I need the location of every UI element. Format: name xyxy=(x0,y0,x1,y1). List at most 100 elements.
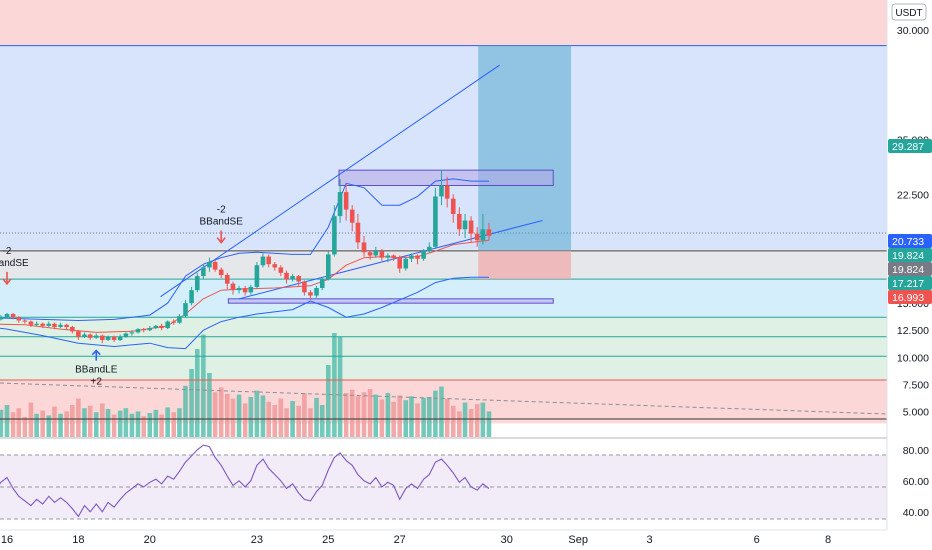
time-tick-label: 8 xyxy=(825,534,831,546)
candle-body xyxy=(468,220,474,234)
price-tick-label: 7.500 xyxy=(903,379,929,391)
candle-body xyxy=(367,252,373,256)
volume-bar xyxy=(236,394,242,437)
candle-body xyxy=(260,256,266,266)
time-axis[interactable]: 16 18 20 23 25 27 30 Sep 3 6 8 xyxy=(1,534,831,546)
candle-body xyxy=(462,220,468,230)
volume-bar xyxy=(212,392,218,437)
volume-bar xyxy=(385,393,391,437)
time-tick-label: 6 xyxy=(754,534,760,546)
candle-body xyxy=(10,313,16,318)
candle-body xyxy=(355,222,361,243)
candle-body xyxy=(212,261,218,270)
volume-bar xyxy=(87,405,93,437)
candle-body xyxy=(93,335,99,338)
volume-bar xyxy=(242,403,248,437)
candle-body xyxy=(248,286,254,293)
annotation-label: -2 xyxy=(217,205,226,216)
volume-bar xyxy=(76,398,81,437)
candle-body xyxy=(147,328,153,331)
candle-body xyxy=(236,287,242,291)
bb-basis-line xyxy=(0,239,490,333)
volume-bar xyxy=(64,411,69,437)
volume-bar xyxy=(16,408,22,437)
volume-bar xyxy=(439,386,444,437)
candle-body xyxy=(349,209,355,223)
position-stop-zone xyxy=(478,250,572,280)
arrow-up-icon xyxy=(91,349,101,361)
candle-body xyxy=(129,332,135,334)
volume-bar xyxy=(117,410,123,437)
candle-body xyxy=(177,316,182,323)
volume-bar xyxy=(480,402,486,437)
long-position-tool[interactable] xyxy=(478,45,572,280)
arrow-down-icon xyxy=(2,271,12,286)
price-tick-label: 12.500 xyxy=(897,325,929,337)
volume-bar xyxy=(153,409,159,437)
candle-body xyxy=(266,256,271,265)
candle-body xyxy=(444,185,450,199)
candle-body xyxy=(319,279,325,288)
candle-body xyxy=(52,323,57,327)
price-zone-2 xyxy=(0,249,887,280)
volume-bar xyxy=(379,399,385,437)
volume-bar xyxy=(409,396,414,437)
drawn-rectangles[interactable] xyxy=(227,169,554,304)
candle-body xyxy=(385,255,391,258)
price-tick-label: 22.500 xyxy=(897,189,929,201)
volume-bar xyxy=(46,415,52,437)
price-zone-0 xyxy=(0,0,887,46)
candle-body xyxy=(189,290,194,304)
candle-body xyxy=(439,185,444,197)
candle-body xyxy=(337,192,343,217)
currency-box xyxy=(891,3,927,21)
price-zone-4 xyxy=(0,317,887,381)
rsi-tick-label: 80.00 xyxy=(903,445,929,457)
volume-bar xyxy=(444,398,450,437)
candle-body xyxy=(379,251,385,258)
candle-body xyxy=(40,323,45,326)
volume-bar xyxy=(70,405,75,437)
volume-histogram xyxy=(0,333,888,437)
volume-bar xyxy=(0,409,4,437)
volume-bar xyxy=(52,406,57,437)
bb-lower-line xyxy=(0,276,489,350)
trend-channel[interactable] xyxy=(160,64,543,300)
candle-body xyxy=(391,255,396,258)
price-badge xyxy=(888,262,932,276)
volume-bar xyxy=(230,398,236,437)
candle-body xyxy=(141,329,147,331)
volume-bar xyxy=(278,398,284,437)
price-badge xyxy=(888,234,932,248)
candle-body xyxy=(474,233,480,241)
volume-bar xyxy=(361,392,367,437)
annotation-label: +2 xyxy=(91,377,103,388)
candle-body xyxy=(111,336,117,340)
candle-body xyxy=(326,254,331,280)
candle-body xyxy=(486,229,492,236)
volume-bar xyxy=(135,411,141,437)
volume-bar xyxy=(314,397,319,437)
volume-bar xyxy=(457,411,462,437)
candle-body xyxy=(272,264,278,268)
candle-body xyxy=(308,292,313,296)
candle-body xyxy=(314,287,319,296)
volume-bar xyxy=(40,410,45,437)
bb-upper-line xyxy=(0,178,489,322)
candle-body xyxy=(284,272,289,280)
annotation-label: -2 xyxy=(3,246,12,257)
candle-body xyxy=(480,229,486,241)
candle-body xyxy=(397,257,402,269)
volume-bar xyxy=(147,413,153,437)
volume-bar xyxy=(319,405,325,437)
candle-body xyxy=(135,329,141,333)
volume-bar xyxy=(218,387,224,437)
candle-body xyxy=(64,324,69,327)
horizontal-levels xyxy=(0,45,887,420)
volume-bar xyxy=(302,393,307,437)
time-tick-label: 16 xyxy=(1,534,13,546)
arrow-down-icon xyxy=(216,230,226,244)
price-badge-label: 16.993 xyxy=(892,292,924,304)
